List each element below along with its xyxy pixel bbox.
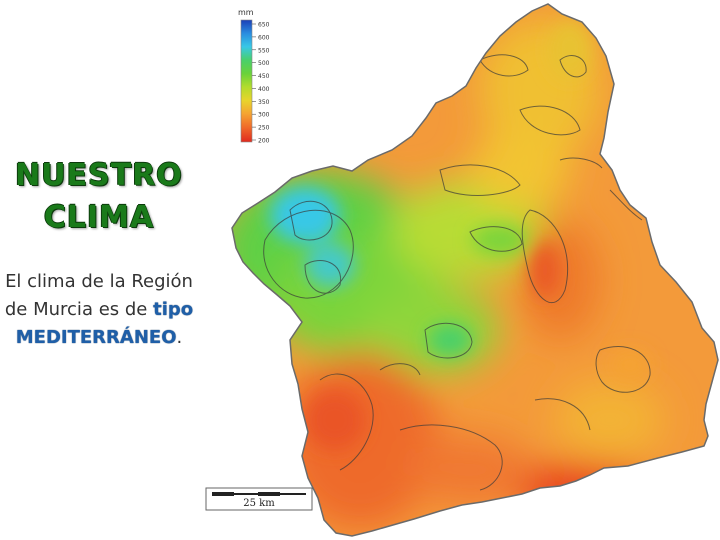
legend-tick-label: 250	[258, 125, 270, 132]
legend-tick-label: 550	[258, 47, 270, 54]
legend-tick-label: 650	[258, 22, 270, 29]
legend-tick-label: 500	[258, 60, 270, 67]
legend-tick-label: 400	[258, 86, 270, 93]
scale-bar-label: 25 km	[243, 498, 275, 509]
legend-tick-label: 600	[258, 34, 270, 41]
body-text-period: .	[176, 327, 183, 348]
legend-tick-label: 450	[258, 73, 270, 80]
scale-bar-segment	[258, 492, 280, 496]
legend-tick-label: 200	[258, 138, 270, 145]
legend-unit-label: mm	[238, 8, 254, 17]
legend-colorbar	[240, 19, 253, 143]
title-line-1: NUESTRO	[15, 158, 183, 193]
precipitation-legend: mm 650 600 550 500 450 400 350 300 250 200	[238, 8, 270, 145]
slide-title: NUESTRO CLIMA	[0, 155, 198, 239]
scale-bar: 25 km	[205, 487, 313, 511]
legend-tick-label: 300	[258, 112, 270, 119]
highlight-mediterraneo: MEDITERRÁNEO	[15, 327, 177, 348]
title-line-2: CLIMA	[43, 200, 155, 235]
legend-tick-label: 350	[258, 99, 270, 106]
murcia-region-shape	[231, 3, 719, 537]
body-text-intro: El clima de la Región de Murcia es de	[4, 271, 193, 320]
highlight-tipo: tipo	[153, 299, 194, 320]
slide-body-text: El clima de la Región de Murcia es de ti…	[0, 268, 198, 352]
scale-bar-segment	[212, 492, 234, 496]
